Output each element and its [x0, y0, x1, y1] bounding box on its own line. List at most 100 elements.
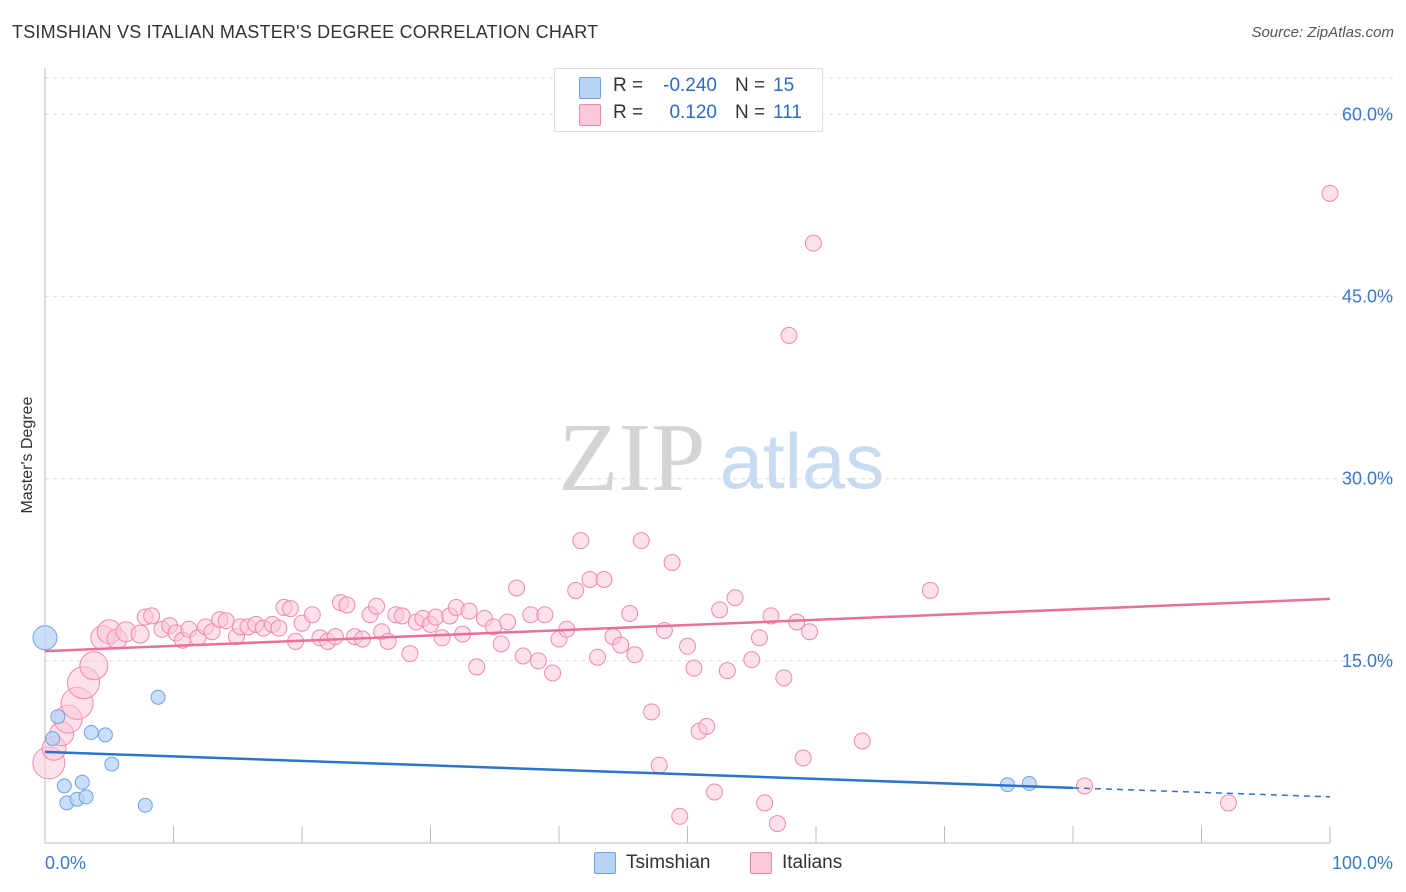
tsimshian-point — [50, 709, 66, 725]
italians-point — [468, 658, 486, 676]
watermark-zip: ZIP — [559, 404, 706, 512]
legend-label-italians: Italians — [782, 852, 843, 873]
tsimshian-point — [78, 789, 94, 805]
tsimshian-point — [56, 778, 72, 794]
tsimshian-point — [45, 731, 61, 747]
italians-point — [427, 608, 445, 626]
tsimshian-trend-line — [44, 750, 1074, 790]
x-tick-labels: 0.0% 100.0% — [45, 853, 1393, 873]
italians-point — [460, 602, 478, 620]
italians-point — [1076, 777, 1094, 795]
tsimshian-point — [83, 725, 99, 740]
legend-n-value: 111 — [773, 102, 802, 123]
italians-point — [705, 783, 723, 801]
y-tick-labels: 15.0% 30.0% 45.0% 60.0% — [1342, 104, 1393, 670]
legend-r-label: R = — [613, 75, 644, 96]
italians-point — [626, 646, 644, 664]
italians-point — [756, 794, 774, 812]
watermark-atlas: atlas — [720, 417, 885, 505]
italians-point — [433, 629, 451, 647]
italians-point — [589, 648, 607, 666]
y-tick-label: 45.0% — [1342, 287, 1393, 307]
italians-point — [1321, 184, 1339, 202]
tsimshian-point — [97, 727, 113, 743]
legend-item-tsimshian: Tsimshian — [594, 852, 710, 874]
italians-point — [780, 326, 798, 344]
italians-point — [393, 607, 411, 625]
italians-point — [203, 623, 221, 641]
legend-n-label: N = — [735, 102, 766, 123]
italians-point — [711, 601, 729, 619]
legend-swatch-italians — [750, 852, 772, 874]
legend-r-label: R = — [613, 102, 644, 123]
italians-point — [303, 606, 321, 624]
italians-point — [768, 815, 786, 833]
x-tick-label: 0.0% — [45, 853, 86, 873]
tsimshian-point — [1021, 776, 1037, 791]
italians-point — [685, 659, 703, 677]
italians-point — [338, 596, 356, 614]
tsimshian-point — [150, 689, 166, 705]
tsimshian-point — [74, 774, 90, 790]
italians-point — [794, 749, 812, 767]
italians-point — [492, 635, 510, 653]
italians-point — [726, 589, 744, 607]
legend-item-italians: Italians — [750, 852, 842, 874]
legend-r-value: 0.120 — [669, 102, 717, 123]
italians-point — [572, 532, 590, 550]
italians-point — [621, 605, 639, 622]
italians-point — [853, 732, 871, 750]
legend-swatch-tsimshian — [579, 77, 601, 99]
y-tick-label: 15.0% — [1342, 651, 1393, 671]
italians-point — [921, 581, 939, 599]
x-tick-label: 100.0% — [1332, 853, 1393, 873]
italians-point — [775, 669, 793, 687]
italians-point — [650, 756, 668, 774]
watermark: ZIP atlas — [559, 404, 885, 512]
italians-point — [698, 717, 716, 735]
axes — [44, 68, 1331, 844]
italians-point — [718, 662, 736, 680]
italians-point — [595, 571, 613, 588]
legend-n-label: N = — [735, 75, 766, 96]
tsimshian-trend-extension — [1072, 787, 1331, 798]
italians-point — [801, 623, 819, 641]
italians-point — [508, 579, 526, 597]
italians-point — [529, 652, 547, 670]
italians-trend-line — [44, 597, 1331, 653]
italians-point — [743, 651, 761, 669]
italians-point — [750, 629, 768, 647]
tsimshian-point — [137, 797, 153, 813]
trend-lines — [44, 597, 1331, 798]
legend-r-value: -0.240 — [663, 75, 717, 96]
italians-point — [567, 581, 585, 599]
legend-n-value: 15 — [773, 75, 795, 96]
y-tick-label: 30.0% — [1342, 469, 1393, 489]
chart-source: Source: ZipAtlas.com — [1251, 24, 1394, 41]
italians-point — [499, 613, 517, 631]
italians-point — [536, 606, 554, 624]
italians-point — [671, 807, 689, 825]
italians-point — [522, 606, 540, 624]
italians-point — [143, 607, 161, 625]
italians-point — [643, 703, 661, 721]
legend-swatch-italians — [579, 104, 601, 126]
italians-point — [544, 664, 562, 682]
italians-point — [326, 628, 344, 646]
tsimshian-point — [32, 625, 58, 651]
italians-point — [514, 647, 532, 665]
correlation-legend: R = -0.240 N = 15 R = 0.120 N = 111 — [554, 68, 823, 132]
italians-point — [663, 554, 681, 571]
legend-label-tsimshian: Tsimshian — [626, 852, 711, 873]
gridlines — [45, 77, 1394, 662]
italians-point — [679, 637, 696, 655]
italians-point — [130, 624, 150, 644]
italians-point — [804, 234, 822, 252]
chart-title: TSIMSHIAN VS ITALIAN MASTER'S DEGREE COR… — [12, 22, 599, 42]
italians-point — [217, 612, 235, 630]
italians-point — [281, 600, 299, 618]
italians-point — [612, 636, 630, 654]
italians-point — [79, 651, 109, 681]
italians-point — [632, 532, 650, 550]
